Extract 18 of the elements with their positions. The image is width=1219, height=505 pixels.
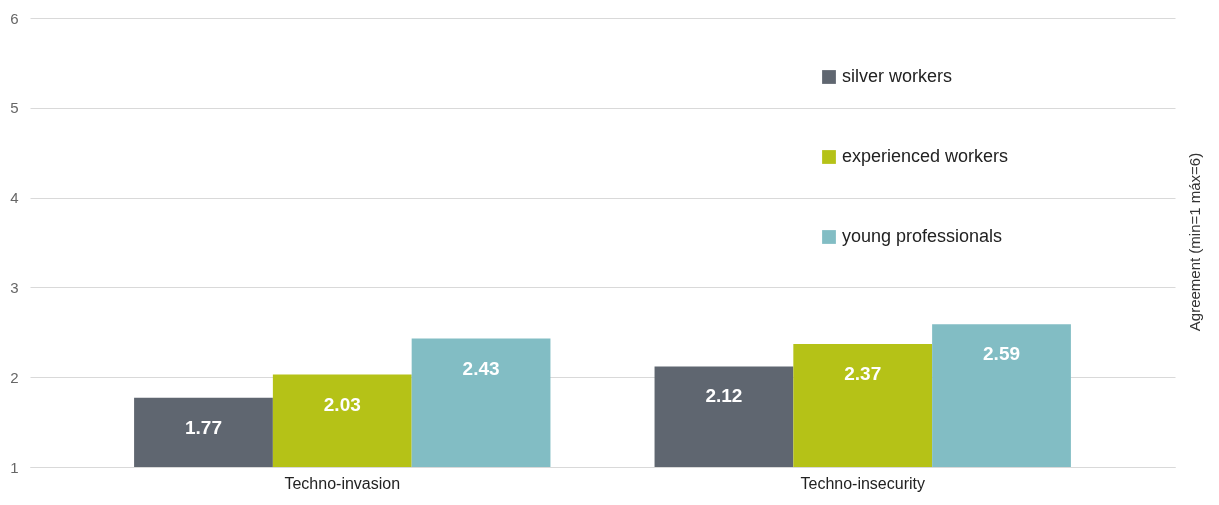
data-label: 2.59	[983, 343, 1021, 365]
x-tick-label: Techno-insecurity	[800, 474, 925, 492]
legend-label: silver workers	[842, 66, 953, 86]
legend-label: young professionals	[842, 226, 1003, 246]
data-label: 2.03	[323, 393, 361, 415]
data-label: 1.77	[184, 416, 222, 438]
data-label: 2.43	[462, 357, 500, 379]
legend-label: experienced workers	[842, 146, 1009, 166]
data-label: 2.12	[705, 385, 743, 407]
y-tick-label: 4	[10, 189, 19, 207]
x-tick-label: Techno-invasion	[284, 474, 401, 492]
y-tick-label: 6	[10, 9, 19, 27]
y-tick-label: 5	[10, 99, 19, 117]
y-tick-label: 1	[10, 458, 19, 476]
y-tick-label: 2	[10, 368, 19, 386]
y-tick-label: 3	[10, 278, 19, 296]
y-axis-title: Agreement (min=1 máx=6)	[1186, 152, 1203, 332]
data-label: 2.37	[844, 362, 882, 384]
